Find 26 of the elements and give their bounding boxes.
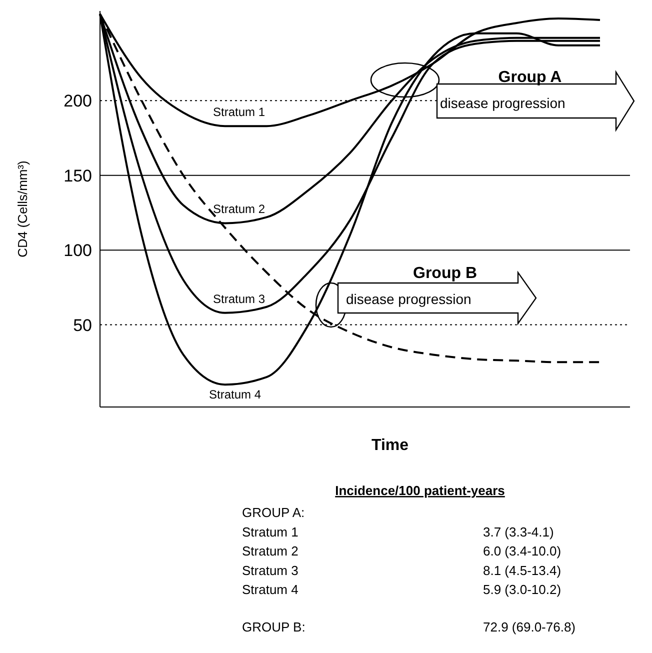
y-axis-title: CD4 (Cells/mm³) bbox=[15, 160, 30, 258]
series-label: Stratum 1 bbox=[212, 105, 266, 120]
y-tick-label: 150 bbox=[64, 166, 92, 186]
series-label: Stratum 2 bbox=[212, 202, 266, 216]
text: GROUP A: bbox=[242, 505, 305, 520]
text: Stratum 1 bbox=[242, 524, 298, 540]
text: 8.1 (4.5-13.4) bbox=[483, 562, 562, 578]
text: 5.9 (3.0-10.2) bbox=[483, 582, 562, 598]
annotation: Group A bbox=[498, 69, 562, 86]
y-tick-label: 50 bbox=[73, 316, 92, 335]
y-tick-label: 100 bbox=[64, 241, 92, 260]
text: 72.9 (69.0-76.8) bbox=[483, 620, 576, 634]
text: GROUP B: bbox=[242, 620, 306, 634]
text: 3.7 (3.3-4.1) bbox=[483, 524, 554, 540]
series-label: Stratum 3 bbox=[212, 292, 266, 306]
text: Stratum 2 bbox=[242, 544, 298, 559]
text: Incidence/100 patient-years bbox=[335, 483, 505, 498]
text: Stratum 4 bbox=[242, 582, 298, 598]
series-label: Stratum 4 bbox=[208, 388, 262, 402]
x-axis-title: Time bbox=[371, 437, 409, 454]
y-tick-label: 200 bbox=[64, 92, 92, 111]
text: Stratum 3 bbox=[242, 562, 298, 578]
annotation: disease progression bbox=[346, 291, 472, 307]
annotation: disease progression bbox=[440, 95, 566, 111]
annotation: Group B bbox=[413, 265, 477, 282]
text: 6.0 (3.4-10.0) bbox=[483, 544, 562, 559]
